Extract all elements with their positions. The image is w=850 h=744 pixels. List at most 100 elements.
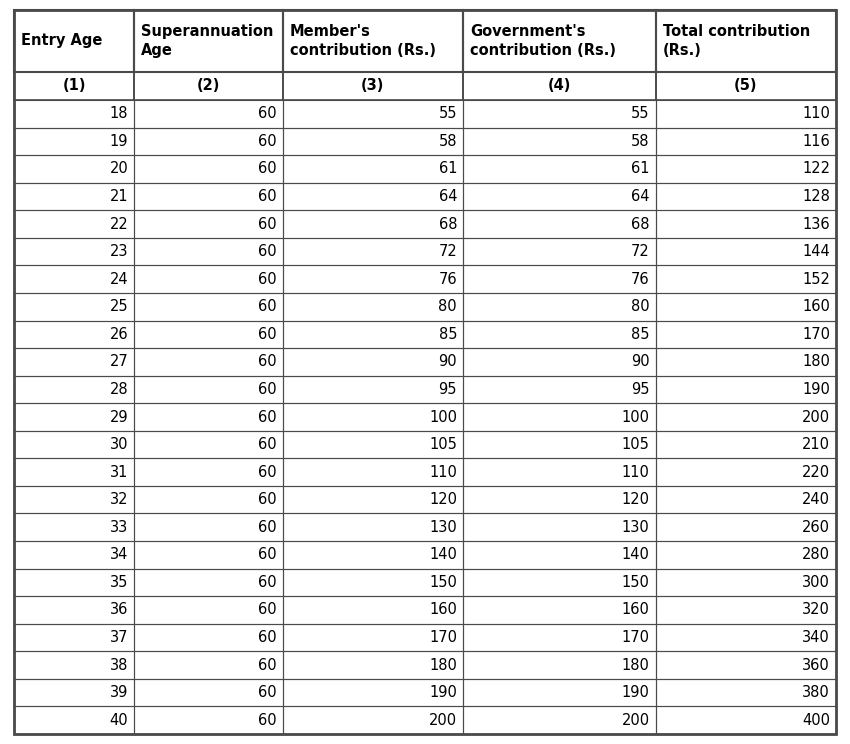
Text: 60: 60 — [258, 437, 276, 452]
Bar — [134, 679, 283, 707]
Text: 136: 136 — [802, 217, 830, 231]
Text: 160: 160 — [429, 603, 457, 618]
Bar — [283, 623, 463, 651]
Text: 55: 55 — [631, 106, 649, 121]
Text: 120: 120 — [429, 493, 457, 507]
Bar — [463, 679, 655, 707]
Text: 60: 60 — [258, 575, 276, 590]
Text: 152: 152 — [802, 272, 830, 286]
Text: 116: 116 — [802, 134, 830, 149]
Bar — [283, 238, 463, 266]
Bar — [14, 679, 134, 707]
Bar — [283, 651, 463, 679]
Text: (3): (3) — [361, 79, 384, 94]
Bar — [463, 348, 655, 376]
Bar — [283, 72, 463, 100]
Text: 100: 100 — [621, 409, 649, 425]
Text: 60: 60 — [258, 685, 276, 700]
Bar — [14, 541, 134, 568]
Text: 60: 60 — [258, 106, 276, 121]
Text: 120: 120 — [621, 493, 649, 507]
Text: 95: 95 — [631, 382, 649, 397]
Text: 85: 85 — [439, 327, 457, 341]
Bar — [283, 211, 463, 238]
Bar — [283, 10, 463, 72]
Text: 58: 58 — [439, 134, 457, 149]
Text: 200: 200 — [802, 409, 830, 425]
Text: 200: 200 — [621, 713, 649, 728]
Bar — [283, 679, 463, 707]
Text: 37: 37 — [110, 630, 128, 645]
Bar — [655, 596, 836, 623]
Bar — [14, 348, 134, 376]
Text: 21: 21 — [110, 189, 128, 204]
Text: 20: 20 — [110, 161, 128, 176]
Bar — [655, 431, 836, 458]
Bar — [14, 651, 134, 679]
Text: 260: 260 — [802, 520, 830, 535]
Text: 210: 210 — [802, 437, 830, 452]
Text: 60: 60 — [258, 630, 276, 645]
Bar — [134, 238, 283, 266]
Text: 39: 39 — [110, 685, 128, 700]
Bar — [14, 596, 134, 623]
Text: 34: 34 — [110, 548, 128, 562]
Bar — [655, 458, 836, 486]
Text: 110: 110 — [621, 465, 649, 480]
Bar — [134, 431, 283, 458]
Text: 60: 60 — [258, 161, 276, 176]
Text: 38: 38 — [110, 658, 128, 673]
Text: (4): (4) — [547, 79, 571, 94]
Bar — [134, 127, 283, 155]
Text: 60: 60 — [258, 217, 276, 231]
Text: 60: 60 — [258, 658, 276, 673]
Bar — [655, 211, 836, 238]
Bar — [655, 541, 836, 568]
Text: 29: 29 — [110, 409, 128, 425]
Text: 400: 400 — [802, 713, 830, 728]
Text: 140: 140 — [429, 548, 457, 562]
Bar — [283, 293, 463, 321]
Bar — [14, 155, 134, 183]
Bar — [14, 72, 134, 100]
Bar — [283, 100, 463, 127]
Bar — [283, 127, 463, 155]
Bar — [463, 238, 655, 266]
Bar — [463, 458, 655, 486]
Bar — [134, 72, 283, 100]
Bar — [463, 321, 655, 348]
Text: 60: 60 — [258, 603, 276, 618]
Bar — [463, 541, 655, 568]
Text: 130: 130 — [429, 520, 457, 535]
Text: 60: 60 — [258, 713, 276, 728]
Text: 60: 60 — [258, 272, 276, 286]
Text: 140: 140 — [621, 548, 649, 562]
Text: 180: 180 — [802, 354, 830, 369]
Text: 180: 180 — [621, 658, 649, 673]
Bar — [283, 568, 463, 596]
Bar — [14, 321, 134, 348]
Bar — [134, 155, 283, 183]
Text: 27: 27 — [110, 354, 128, 369]
Text: 160: 160 — [621, 603, 649, 618]
Bar — [283, 376, 463, 403]
Bar — [14, 127, 134, 155]
Bar — [283, 348, 463, 376]
Text: 110: 110 — [802, 106, 830, 121]
Bar — [463, 72, 655, 100]
Bar — [134, 100, 283, 127]
Text: 31: 31 — [110, 465, 128, 480]
Text: 72: 72 — [631, 244, 649, 259]
Text: Member's
contribution (Rs.): Member's contribution (Rs.) — [290, 25, 436, 58]
Bar — [655, 100, 836, 127]
Bar — [14, 403, 134, 431]
Text: 40: 40 — [110, 713, 128, 728]
Bar — [14, 238, 134, 266]
Bar — [655, 403, 836, 431]
Bar — [14, 211, 134, 238]
Bar — [655, 679, 836, 707]
Bar — [14, 513, 134, 541]
Text: Total contribution
(Rs.): Total contribution (Rs.) — [662, 25, 810, 58]
Bar — [14, 376, 134, 403]
Bar — [134, 707, 283, 734]
